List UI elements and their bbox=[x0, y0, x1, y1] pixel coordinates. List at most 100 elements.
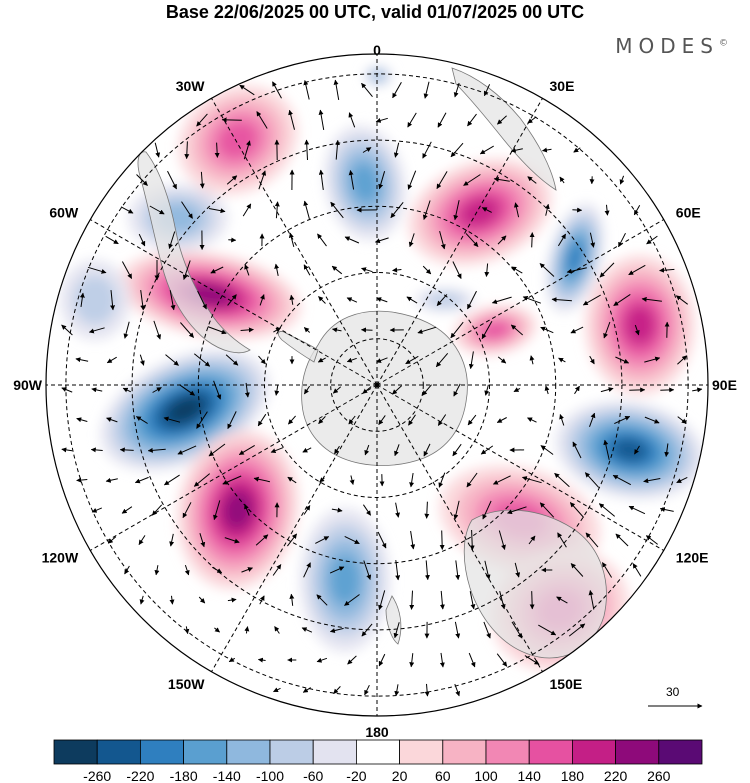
wind-vector bbox=[154, 565, 160, 576]
reference-vector: 30 bbox=[648, 685, 703, 709]
wind-vector bbox=[529, 591, 535, 610]
wind-vector bbox=[106, 356, 117, 364]
wind-vector bbox=[135, 416, 148, 424]
wind-vector bbox=[151, 504, 163, 516]
wind-vector bbox=[270, 447, 284, 453]
wind-vector bbox=[303, 505, 311, 515]
longitude-labels: 0 30E 60E 90E 120E 150E 180 150W 120W 90W 60W 30W bbox=[13, 42, 737, 740]
wind-vector bbox=[566, 267, 587, 274]
wind-vector bbox=[259, 294, 265, 306]
wind-vector bbox=[492, 475, 511, 485]
wind-vector bbox=[212, 566, 223, 574]
wind-vector bbox=[468, 652, 476, 668]
wind-vector bbox=[210, 266, 224, 274]
wind-vector bbox=[544, 203, 550, 216]
wind-vector bbox=[437, 414, 447, 426]
wind-vector bbox=[361, 82, 373, 98]
brand-logo: MODES© bbox=[615, 34, 728, 58]
wind-vector bbox=[287, 476, 297, 484]
wind-vector bbox=[585, 532, 599, 548]
wind-vector bbox=[120, 206, 134, 214]
wind-vector bbox=[149, 205, 165, 215]
wind-vector bbox=[303, 327, 311, 333]
wind-vector bbox=[169, 595, 175, 605]
wind-vector bbox=[424, 560, 430, 581]
longitude-label: 90E bbox=[712, 377, 737, 393]
colorbar-swatch bbox=[269, 739, 314, 765]
wind-vector bbox=[154, 142, 161, 158]
wind-vector bbox=[452, 443, 462, 457]
wind-vector bbox=[303, 385, 311, 395]
anomaly-contour bbox=[459, 196, 501, 228]
wind-vector bbox=[664, 443, 670, 457]
wind-vector bbox=[241, 567, 253, 573]
wind-vector bbox=[634, 445, 640, 455]
wind-vector bbox=[395, 560, 401, 581]
wind-vector bbox=[274, 201, 280, 219]
wind-vector bbox=[193, 353, 211, 367]
wind-vector bbox=[514, 562, 521, 578]
wind-vector bbox=[496, 653, 508, 667]
wind-vector bbox=[318, 169, 324, 190]
wind-vector bbox=[193, 473, 211, 487]
wind-vector bbox=[374, 237, 389, 244]
wind-vector bbox=[76, 477, 88, 483]
wind-vector bbox=[361, 623, 373, 637]
colorbar-tick-label: -100 bbox=[256, 768, 284, 783]
wind-vector bbox=[196, 113, 208, 127]
wind-vector bbox=[589, 412, 596, 427]
wind-vector bbox=[334, 445, 340, 455]
wind-vector bbox=[91, 507, 103, 513]
wind-vector bbox=[332, 386, 342, 394]
wind-vector bbox=[362, 386, 372, 394]
colorbar-swatch bbox=[572, 739, 617, 765]
wind-vector bbox=[273, 327, 282, 333]
wind-vector bbox=[604, 204, 610, 216]
antarctica bbox=[301, 310, 468, 466]
wind-vector bbox=[484, 384, 490, 396]
wind-vector bbox=[331, 265, 343, 275]
wind-vector bbox=[499, 590, 506, 610]
colorbar-swatch bbox=[226, 739, 271, 765]
wind-vector bbox=[558, 357, 566, 363]
wind-vector bbox=[106, 417, 118, 423]
meridian-line bbox=[376, 384, 664, 551]
wind-vector bbox=[407, 170, 417, 190]
wind-vector bbox=[255, 534, 269, 546]
meridian-line bbox=[376, 384, 543, 672]
antarctic-peninsula bbox=[278, 331, 319, 363]
wind-vector bbox=[409, 653, 415, 668]
wind-vector bbox=[633, 204, 641, 216]
wind-vector bbox=[394, 684, 400, 697]
wind-vector bbox=[147, 447, 166, 453]
wind-vector bbox=[61, 324, 73, 336]
south-america bbox=[137, 151, 251, 354]
wind-vector bbox=[467, 113, 477, 127]
wind-vector bbox=[214, 142, 220, 158]
wind-vector bbox=[182, 260, 191, 280]
colorbar-swatch bbox=[355, 739, 400, 765]
wind-vector bbox=[439, 230, 446, 250]
wind-vector bbox=[105, 235, 119, 245]
meridian-line bbox=[376, 98, 543, 386]
wind-vector bbox=[675, 295, 689, 305]
wind-vector bbox=[483, 621, 491, 639]
wind-vector bbox=[556, 596, 568, 604]
wind-vector bbox=[199, 171, 205, 189]
wind-vector bbox=[153, 320, 162, 340]
wind-vector bbox=[524, 655, 540, 665]
wind-vector bbox=[424, 501, 430, 519]
wind-vector bbox=[598, 503, 616, 517]
colorbar-swatch bbox=[615, 739, 660, 765]
wind-vector bbox=[409, 473, 415, 488]
wind-vector bbox=[134, 476, 149, 484]
wind-vector bbox=[603, 321, 611, 339]
wind-vector bbox=[225, 354, 239, 366]
anomaly-contour bbox=[167, 397, 203, 423]
wind-vector bbox=[613, 293, 631, 307]
wind-vector bbox=[468, 351, 474, 370]
colorbar-swatch bbox=[53, 739, 98, 765]
meridian-line bbox=[211, 384, 378, 672]
colorbar-tick-label: -260 bbox=[83, 768, 111, 783]
